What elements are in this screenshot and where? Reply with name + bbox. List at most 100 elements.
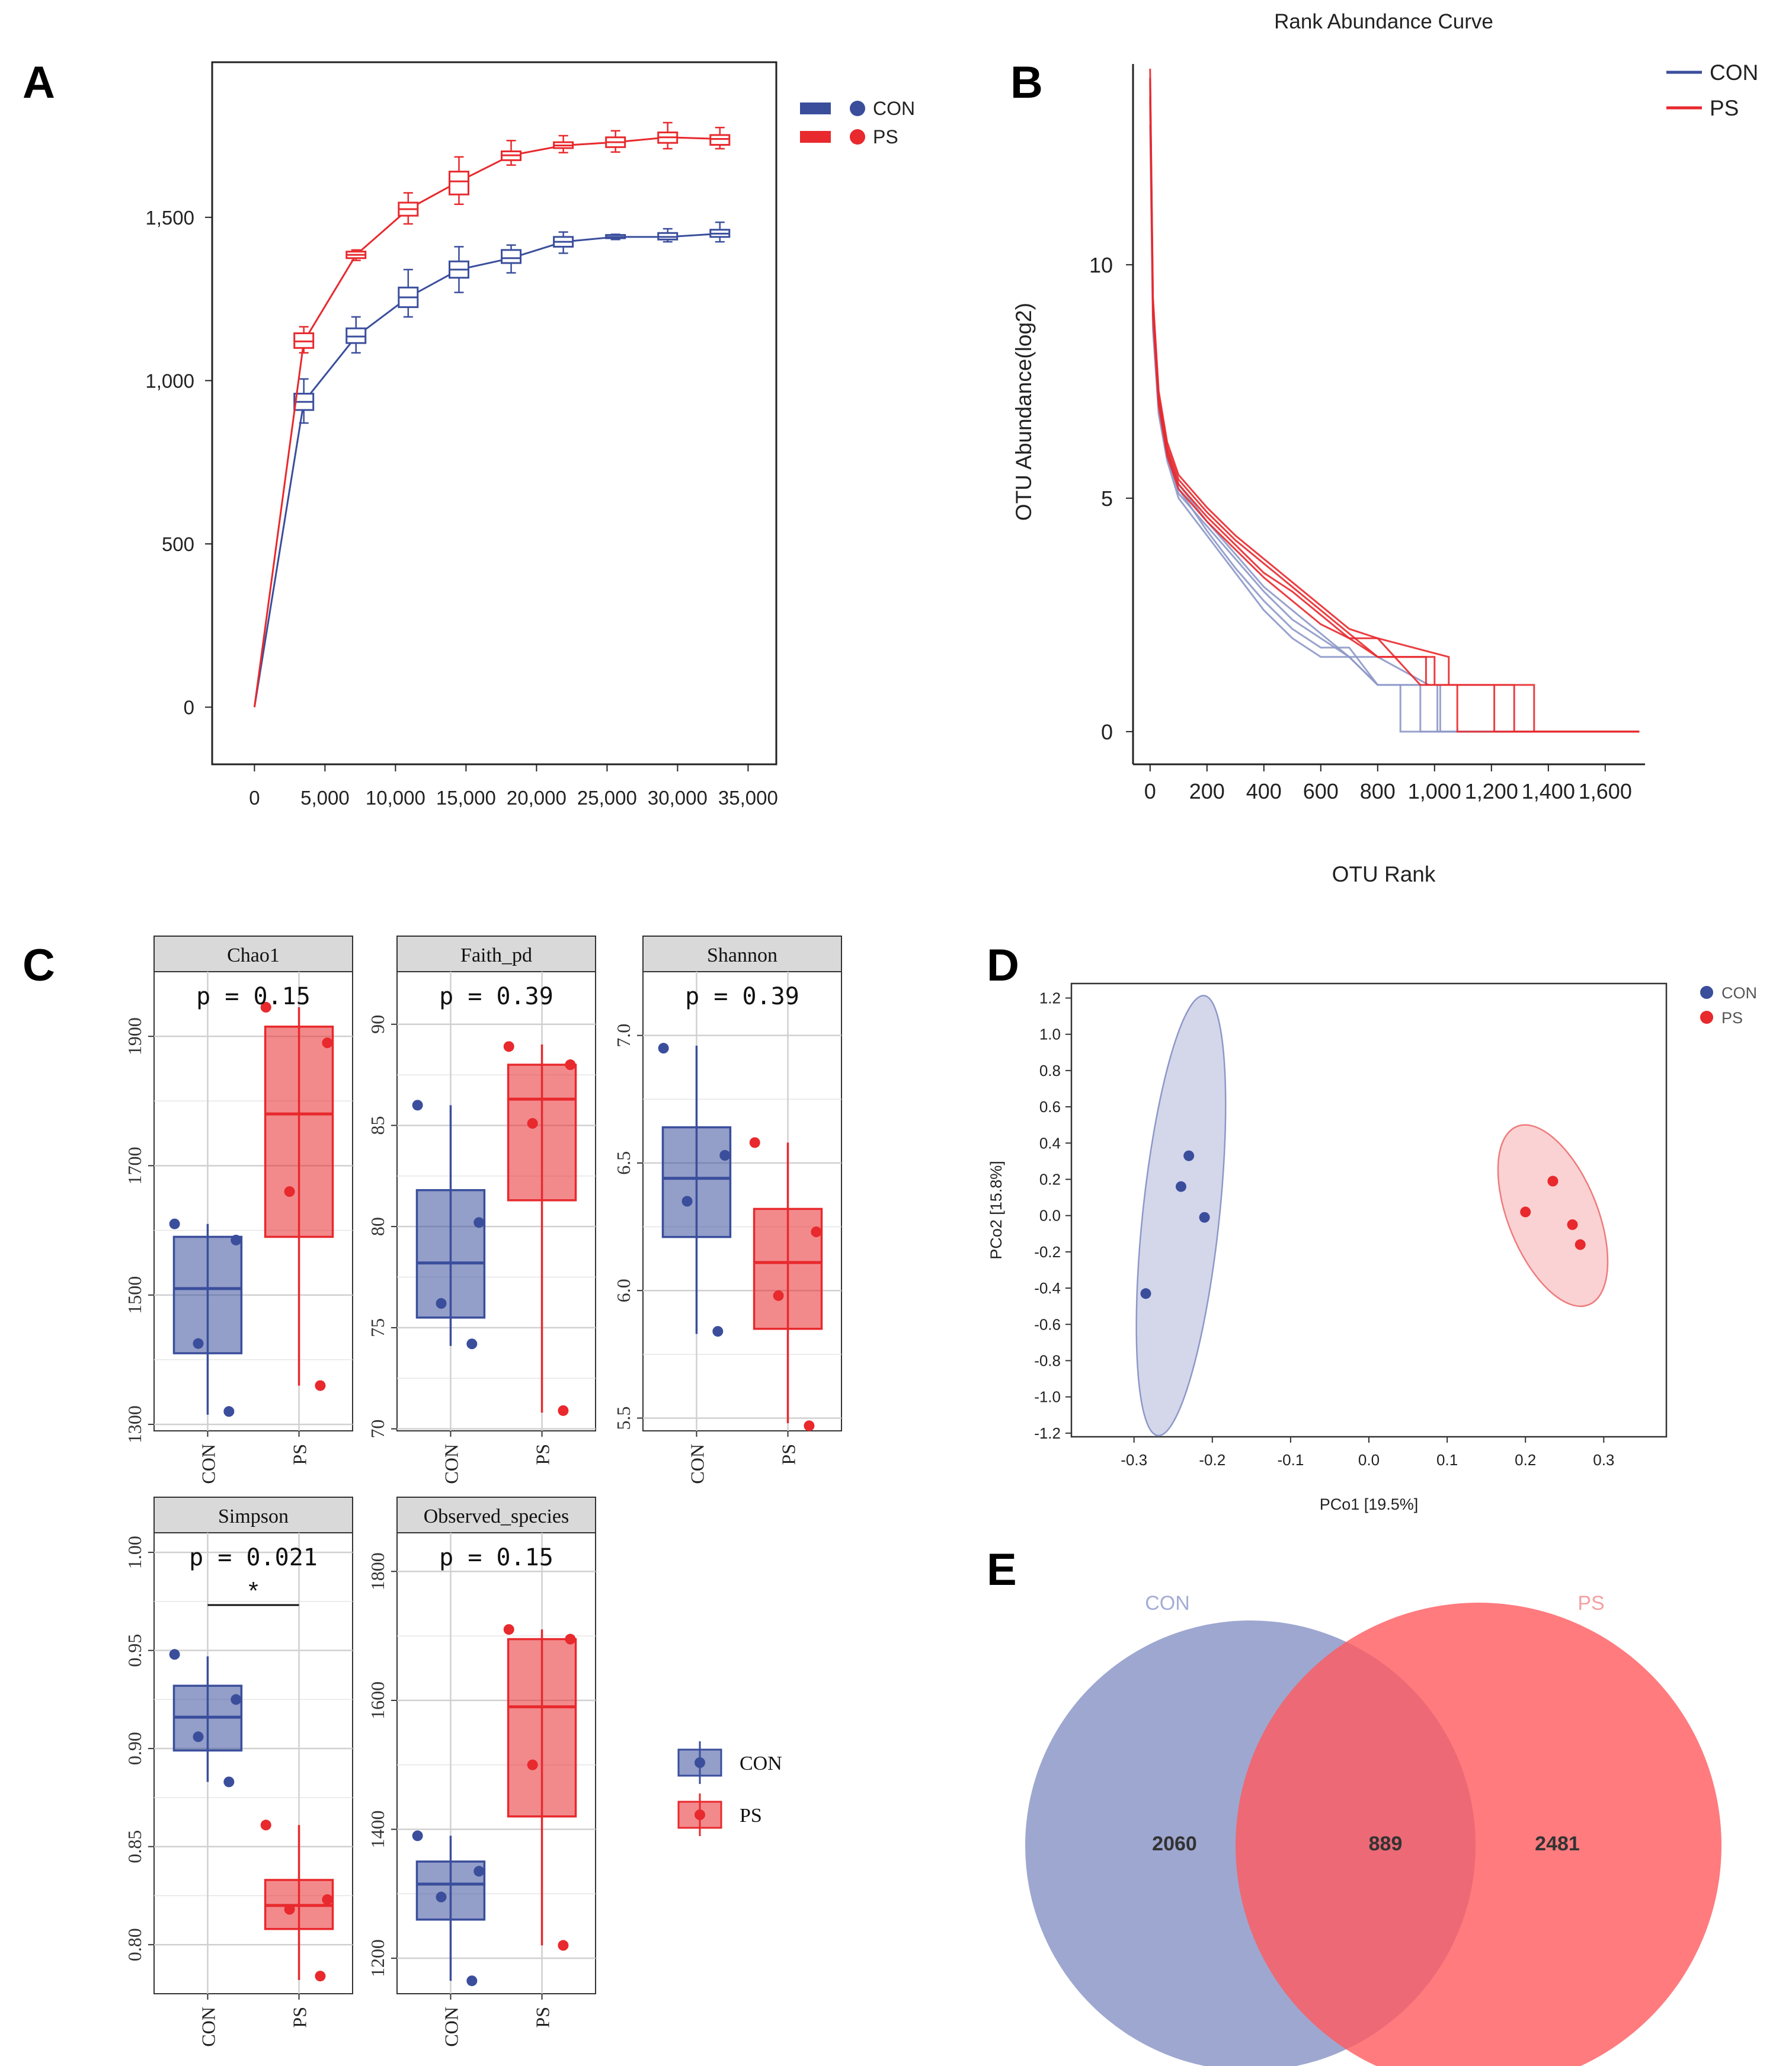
d-data-point-ps xyxy=(1520,1206,1531,1218)
c-pvalue: p = 0.39 xyxy=(685,983,799,1010)
c-data-point xyxy=(322,1894,333,1905)
panel-label-c: C xyxy=(23,940,55,991)
panel-c-alpha-diversity: Chao1 1300 1500 1700 1900 CON PS p = 0.15 Faith_… xyxy=(124,936,842,2047)
a-x-tick-label: 35,000 xyxy=(718,787,778,809)
c-data-point xyxy=(315,1380,326,1391)
b-x-tick-label: 1,600 xyxy=(1579,779,1632,803)
b-title: Rank Abundance Curve xyxy=(1274,10,1493,33)
c-data-point xyxy=(811,1226,822,1238)
b-series-line xyxy=(1149,101,1640,733)
c-y-tick-label: 0.80 xyxy=(124,1928,145,1961)
c-data-point xyxy=(260,1002,271,1013)
d-y-tick-label: 1.2 xyxy=(1039,989,1061,1007)
c-y-tick-label: 75 xyxy=(367,1318,388,1337)
c-box-ps xyxy=(753,1207,823,1330)
c-legend-label-ps: PS xyxy=(740,1805,762,1827)
b-x-tick-label: 800 xyxy=(1360,779,1396,803)
c-data-point xyxy=(719,1150,731,1161)
panel-a-rarefaction: 0 5,000 10,000 15,000 20,000 25,000 30,000 35,0… xyxy=(145,61,915,809)
c-x-tick-label: CON xyxy=(440,2007,462,2047)
d-data-point-con xyxy=(1183,1150,1195,1161)
c-box-ps xyxy=(507,1064,577,1202)
c-strip xyxy=(153,1497,353,1533)
a-x-tick-label: 5,000 xyxy=(300,787,350,809)
b-series-line xyxy=(1149,82,1640,733)
b-x-tick-label: 600 xyxy=(1303,779,1339,803)
c-y-tick-label: 0.90 xyxy=(124,1732,145,1765)
c-y-tick-label: 6.0 xyxy=(613,1279,634,1302)
a-plot-frame xyxy=(211,61,777,765)
d-y-tick-label: 1.0 xyxy=(1039,1026,1061,1043)
d-x-tick-label: -0.2 xyxy=(1199,1451,1225,1469)
e-count-con-only: 2060 xyxy=(1152,1833,1197,1855)
c-data-point xyxy=(169,1649,180,1660)
c-y-tick-label: 1700 xyxy=(124,1146,145,1184)
c-strip xyxy=(396,936,596,972)
d-data-point-ps xyxy=(1547,1175,1559,1187)
c-y-tick-label: 1900 xyxy=(124,1017,145,1055)
c-y-tick-label: 80 xyxy=(367,1217,388,1236)
c-y-tick-label: 70 xyxy=(367,1420,388,1439)
d-x-tick-label: -0.3 xyxy=(1121,1451,1147,1469)
d-data-point-ps xyxy=(1567,1219,1578,1230)
c-data-point xyxy=(466,1975,478,1987)
c-box-ps xyxy=(264,1026,334,1238)
b-y-axis-label: OTU Abundance(log2) xyxy=(1012,303,1036,521)
c-data-point xyxy=(223,1776,235,1788)
c-data-point xyxy=(412,1830,423,1841)
c-data-point xyxy=(284,1904,295,1915)
d-y-tick-label: 0.6 xyxy=(1039,1098,1061,1116)
a-legend-dot-ps xyxy=(850,129,865,145)
c-data-point xyxy=(284,1186,295,1197)
c-strip-title: Shannon xyxy=(707,944,777,966)
c-y-tick-label: 0.95 xyxy=(124,1634,145,1667)
e-set-label-ps: PS xyxy=(1577,1592,1604,1615)
b-x-tick-label: 1,000 xyxy=(1408,779,1461,803)
d-y-tick-label: -0.6 xyxy=(1034,1315,1061,1333)
c-y-tick-label: 1400 xyxy=(367,1811,388,1849)
c-data-point xyxy=(527,1759,538,1770)
c-data-point xyxy=(473,1866,485,1877)
c-data-point xyxy=(565,1059,576,1071)
c-significance-star: * xyxy=(248,1577,258,1604)
a-x-tick-label: 30,000 xyxy=(648,787,708,809)
e-circle-ps xyxy=(1236,1603,1721,2066)
panel-label-b: B xyxy=(1010,57,1043,108)
b-legend-label-ps: PS xyxy=(1710,96,1739,120)
b-y-tick-label: 10 xyxy=(1089,253,1113,277)
c-y-tick-label: 7.0 xyxy=(613,1024,634,1048)
c-x-tick-label: PS xyxy=(532,1444,553,1465)
d-x-axis-label: PCo1 [19.5%] xyxy=(1320,1495,1419,1513)
c-strip-title: Simpson xyxy=(218,1506,289,1527)
d-y-axis-label: PCo2 [15.8%] xyxy=(987,1161,1005,1260)
d-ellipse-con xyxy=(1135,995,1227,1437)
c-data-point xyxy=(804,1420,815,1431)
a-y-tick-label: 500 xyxy=(162,533,194,555)
a-y-tick-label: 0 xyxy=(184,697,194,719)
a-legend-dot-con xyxy=(850,101,865,116)
a-legend-swatch-ps xyxy=(800,131,831,143)
d-x-tick-label: 0.1 xyxy=(1436,1451,1458,1469)
c-pvalue: p = 0.021 xyxy=(189,1544,318,1571)
c-data-point xyxy=(315,1971,326,1982)
c-data-point xyxy=(473,1217,485,1228)
c-strip xyxy=(396,1497,596,1533)
c-data-point xyxy=(231,1694,242,1705)
d-y-tick-label: 0.4 xyxy=(1039,1134,1061,1152)
c-data-point xyxy=(565,1633,576,1645)
d-x-tick-label: -0.1 xyxy=(1277,1451,1304,1469)
c-box-ps xyxy=(507,1638,577,1818)
c-x-tick-label: PS xyxy=(289,1444,311,1465)
d-legend-dot-con xyxy=(1700,986,1713,999)
a-x-tick-label: 0 xyxy=(249,787,260,809)
c-strip xyxy=(153,936,353,972)
c-data-point xyxy=(466,1338,478,1350)
d-y-tick-label: -1.0 xyxy=(1034,1388,1061,1406)
c-data-point xyxy=(322,1037,333,1049)
a-legend-swatch-con xyxy=(800,103,831,114)
b-x-tick-label: 400 xyxy=(1246,779,1282,803)
d-data-point-ps xyxy=(1575,1239,1586,1250)
d-y-tick-label: 0.2 xyxy=(1039,1170,1061,1188)
